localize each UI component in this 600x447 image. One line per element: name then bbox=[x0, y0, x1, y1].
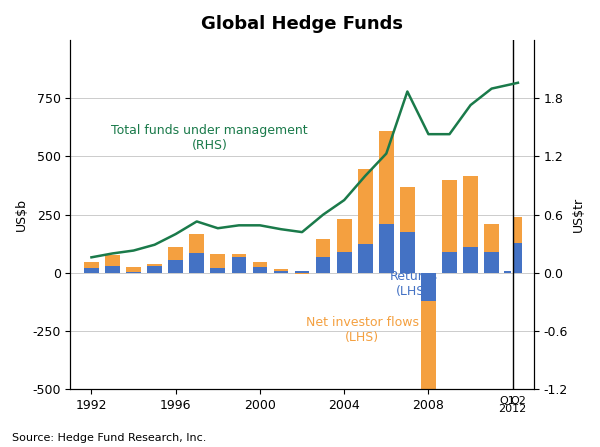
Title: Global Hedge Funds: Global Hedge Funds bbox=[201, 15, 403, 33]
Bar bbox=[316, 239, 331, 257]
Bar bbox=[232, 254, 246, 257]
Bar bbox=[400, 187, 415, 232]
Text: Net investor flows
(LHS): Net investor flows (LHS) bbox=[306, 316, 419, 344]
Bar bbox=[84, 268, 99, 273]
Text: Total funds under management
(RHS): Total funds under management (RHS) bbox=[111, 124, 308, 152]
Bar bbox=[190, 234, 204, 253]
Bar bbox=[421, 301, 436, 411]
Bar bbox=[84, 262, 99, 268]
Text: 2012: 2012 bbox=[499, 405, 527, 414]
Bar bbox=[211, 268, 225, 273]
Bar bbox=[274, 270, 289, 273]
Bar bbox=[484, 252, 499, 273]
Bar bbox=[421, 273, 436, 301]
Bar bbox=[400, 232, 415, 273]
Text: Q2: Q2 bbox=[510, 396, 526, 406]
Bar bbox=[463, 247, 478, 273]
Bar bbox=[126, 272, 141, 273]
Bar bbox=[105, 266, 120, 273]
Bar bbox=[337, 219, 352, 252]
Bar bbox=[337, 252, 352, 273]
Bar bbox=[253, 262, 268, 267]
Bar bbox=[504, 270, 511, 273]
Bar bbox=[358, 169, 373, 244]
Bar bbox=[295, 273, 310, 274]
Bar bbox=[442, 180, 457, 252]
Text: Source: Hedge Fund Research, Inc.: Source: Hedge Fund Research, Inc. bbox=[12, 433, 206, 443]
Bar bbox=[463, 176, 478, 247]
Bar bbox=[379, 131, 394, 224]
Bar bbox=[190, 253, 204, 273]
Bar bbox=[514, 243, 521, 273]
Bar bbox=[442, 252, 457, 273]
Bar bbox=[126, 267, 141, 272]
Bar bbox=[147, 264, 162, 266]
Bar bbox=[514, 217, 521, 243]
Bar bbox=[147, 266, 162, 273]
Bar bbox=[295, 270, 310, 273]
Y-axis label: US$tr: US$tr bbox=[572, 197, 585, 232]
Bar bbox=[484, 224, 499, 252]
Text: Returns
(LHS): Returns (LHS) bbox=[389, 270, 437, 299]
Bar bbox=[316, 257, 331, 273]
Bar bbox=[169, 260, 183, 273]
Bar bbox=[169, 247, 183, 260]
Y-axis label: US$b: US$b bbox=[15, 198, 28, 231]
Text: Q1: Q1 bbox=[500, 396, 515, 406]
Bar bbox=[379, 224, 394, 273]
Bar bbox=[211, 254, 225, 268]
Bar bbox=[253, 267, 268, 273]
Bar bbox=[358, 244, 373, 273]
Bar bbox=[232, 257, 246, 273]
Bar bbox=[105, 255, 120, 266]
